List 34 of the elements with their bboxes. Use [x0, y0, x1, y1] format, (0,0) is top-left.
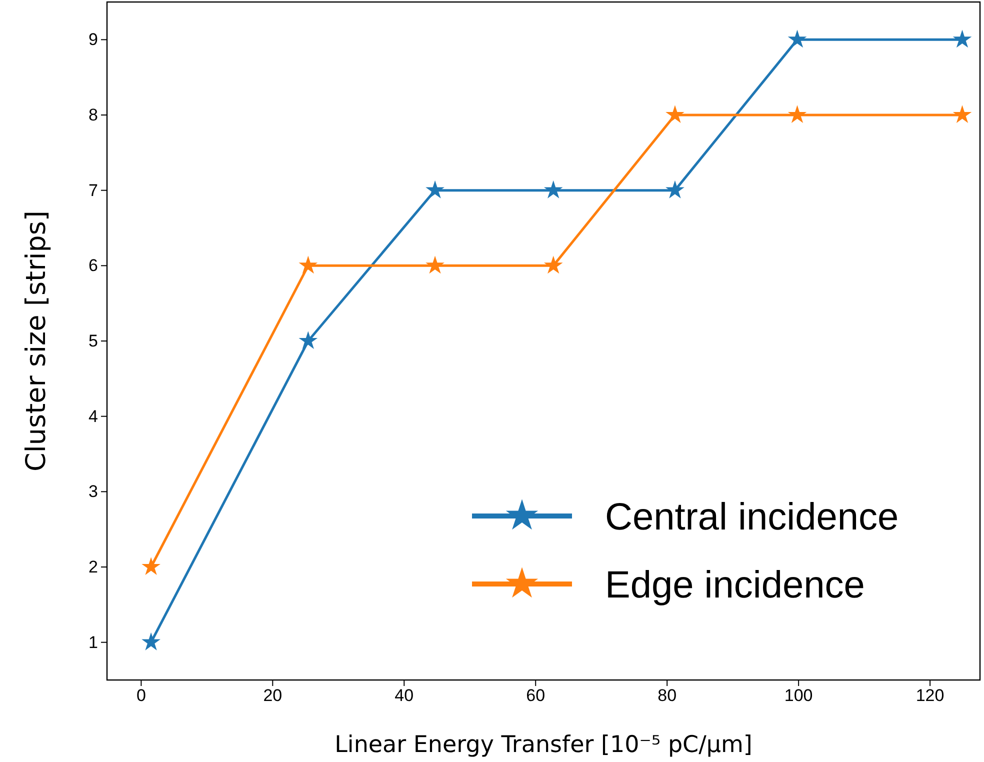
- y-tick-label: 5: [88, 331, 98, 350]
- point: [298, 331, 318, 350]
- point: [788, 105, 807, 124]
- x-tick-label: 20: [263, 686, 282, 706]
- point: [544, 180, 563, 198]
- point: [142, 557, 160, 576]
- x-tick-label: 0: [136, 686, 146, 706]
- point: [298, 256, 318, 274]
- x-tick-label: 80: [658, 686, 677, 706]
- x-tick-label: 100: [784, 686, 813, 706]
- x-axis-title: Linear Energy Transfer [10⁻⁵ pC/μm]: [334, 732, 752, 758]
- point: [142, 632, 160, 650]
- y-tick-label: 8: [88, 105, 98, 124]
- y-tick-label: 3: [88, 482, 98, 502]
- y-axis-title: Cluster size [strips]: [21, 210, 52, 472]
- point: [426, 180, 444, 198]
- y-tick-label: 9: [88, 30, 98, 50]
- y-tick-label: 6: [88, 256, 98, 276]
- y-tick-label: 1: [88, 632, 98, 652]
- y-tick-label: 7: [88, 180, 98, 200]
- y-tick-label: 2: [88, 557, 98, 576]
- x-tick-label: 60: [526, 686, 546, 706]
- point: [426, 256, 444, 274]
- point: [952, 105, 972, 124]
- x-tick-label: 40: [394, 686, 414, 706]
- point: [666, 180, 684, 198]
- point: [952, 30, 972, 48]
- x-tick-label: 120: [916, 686, 944, 706]
- point: [666, 105, 684, 124]
- point: [788, 30, 807, 48]
- legend-label: Central incidence: [605, 496, 899, 538]
- y-tick-label: 4: [88, 406, 98, 426]
- point: [544, 256, 563, 274]
- legend-label: Edge incidence: [605, 564, 865, 606]
